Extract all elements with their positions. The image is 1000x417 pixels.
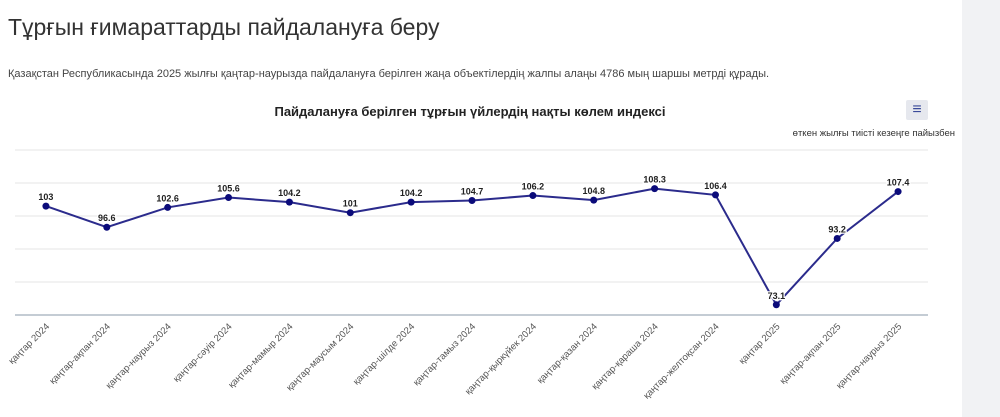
data-label: 108.3 — [643, 175, 666, 185]
data-point — [651, 185, 659, 193]
data-point — [225, 194, 233, 202]
data-label: 106.2 — [522, 182, 545, 192]
data-point — [772, 301, 780, 309]
data-point — [711, 191, 719, 199]
data-label: 96.6 — [98, 213, 116, 223]
data-label: 104.8 — [582, 186, 605, 196]
data-point — [42, 202, 50, 210]
x-tick-label: қаңтар-наурыз 2024 — [104, 321, 174, 391]
chart-subtitle: өткен жылғы тиісті кезеңге пайызбен — [792, 128, 955, 139]
x-tick-label: қаңтар-мамыр 2024 — [226, 321, 295, 390]
chart-title: Пайдалануға берілген тұрғын үйлердің нақ… — [274, 104, 666, 119]
data-label: 102.6 — [156, 193, 179, 203]
data-label: 93.2 — [828, 224, 846, 234]
data-label: 106.4 — [704, 181, 727, 191]
hamburger-menu-icon[interactable]: ≡ — [906, 100, 928, 120]
data-point — [894, 188, 902, 196]
data-point — [346, 209, 354, 217]
data-label: 101 — [343, 199, 358, 209]
x-tick-label: қаңтар-наурыз 2025 — [834, 321, 904, 391]
x-tick-label: қаңтар 2024 — [7, 321, 52, 366]
data-label: 104.7 — [461, 186, 484, 196]
x-tick-label: қаңтар-ақпан 2024 — [47, 321, 112, 386]
data-point — [285, 198, 293, 206]
x-tick-label: қаңтар-сәуір 2024 — [171, 321, 234, 384]
x-tick-label: қаңтар 2025 — [737, 321, 782, 366]
x-tick-label: қаңтар-шілде 2024 — [351, 321, 417, 387]
data-point — [590, 196, 598, 204]
data-label: 104.2 — [400, 188, 423, 198]
page-title: Тұрғын ғимараттарды пайдалануға беру — [8, 14, 440, 40]
x-tick-label: қаңтар-қараша 2024 — [590, 321, 661, 392]
x-tick-label: қаңтар-ақпан 2025 — [778, 321, 843, 386]
data-label: 73.1 — [768, 291, 786, 301]
data-point — [407, 198, 415, 206]
data-point — [164, 203, 172, 211]
x-tick-label: қаңтар-қазан 2024 — [535, 321, 600, 386]
series-line — [45, 187, 899, 307]
data-label: 103 — [38, 192, 53, 202]
line-chart: 103 қаңтар 2024 96.6 қаңтар-ақпан 2024 102.6… — [7, 149, 928, 401]
x-tick-label: қаңтар-тамыз 2024 — [411, 321, 478, 388]
data-point — [529, 192, 537, 200]
data-point — [103, 223, 111, 231]
data-point — [468, 196, 476, 204]
data-label: 105.6 — [217, 184, 240, 194]
data-point — [833, 234, 841, 242]
data-label: 107.4 — [887, 178, 910, 188]
page-description: Қазақстан Республикасында 2025 жылғы қаң… — [8, 68, 770, 80]
x-tick-label: қаңтар-маусым 2024 — [284, 321, 356, 393]
right-sidebar — [962, 0, 1000, 417]
data-label: 104.2 — [278, 188, 301, 198]
